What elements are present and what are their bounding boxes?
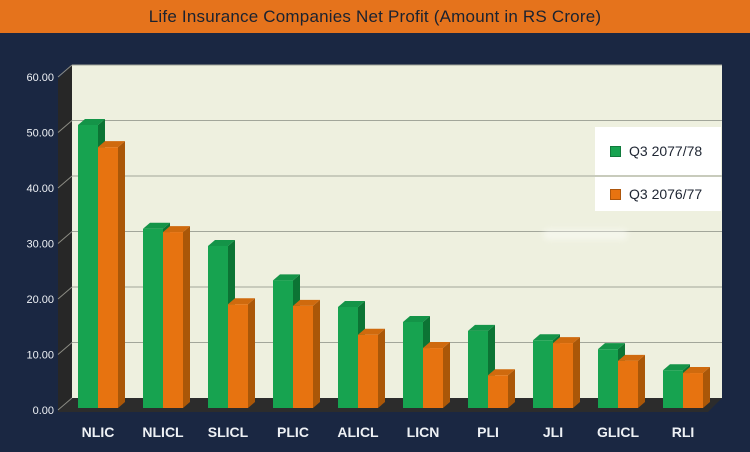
- bar-Q3-2076-77-PLI: [488, 375, 508, 408]
- bar-Q3-2076-77-RLI-top: [683, 367, 710, 374]
- axis-tick: [57, 175, 73, 189]
- chart-title: Life Insurance Companies Net Profit (Amo…: [148, 6, 602, 26]
- bar-Q3-2076-77-GLICL-top: [618, 354, 645, 361]
- bar-Q3-2076-77-ALICL-side: [378, 328, 385, 408]
- watermark: [543, 229, 628, 240]
- bar-Q3-2076-77-LICN: [423, 348, 443, 408]
- bar-Q3-2076-77-LICN-side: [443, 342, 450, 408]
- bar-Q3-2076-77-SLICL: [228, 304, 248, 408]
- bar-Q3-2077-78-JLI: [533, 340, 553, 408]
- bar-Q3-2076-77-NLIC-side: [118, 141, 125, 408]
- bar-Q3-2076-77-PLIC: [293, 305, 313, 408]
- bar-Q3-2076-77-GLICL: [618, 360, 638, 408]
- bar-Q3-2077-78-RLI-top: [663, 364, 690, 371]
- y-axis-label: 10.00: [26, 350, 54, 362]
- bar-Q3-2076-77-NLICL: [163, 232, 183, 408]
- bar-Q3-2076-77-PLIC-side: [313, 299, 320, 408]
- axis-tick: [57, 231, 73, 244]
- bar-Q3-2077-78-PLI-top: [468, 324, 495, 331]
- bar-Q3-2077-78-SLICL: [208, 245, 228, 408]
- bar-Q3-2076-77-RLI-side: [703, 367, 710, 408]
- x-axis-label: PLIC: [277, 424, 309, 440]
- x-axis-label: PLI: [477, 424, 499, 440]
- legend-item-q3-2076-77: Q3 2076/77: [595, 177, 721, 211]
- bar-Q3-2076-77-PLI-side: [508, 369, 515, 408]
- bar-Q3-2077-78-GLICL-top: [598, 343, 625, 350]
- bar-Q3-2077-78-LICN-top: [403, 315, 430, 322]
- bar-Q3-2077-78-PLIC-top: [273, 274, 300, 281]
- x-axis-label: NLICL: [142, 424, 184, 440]
- axis-tick: [57, 397, 73, 411]
- bar-Q3-2077-78-RLI: [663, 370, 683, 408]
- bar-Q3-2076-77-NLICL-top: [163, 226, 190, 233]
- y-axis-label: 30.00: [26, 239, 54, 251]
- bar-Q3-2077-78-JLI-top: [533, 334, 560, 341]
- bar-Q3-2076-77-SLICL-top: [228, 298, 255, 305]
- bar-Q3-2076-77-JLI-top: [553, 337, 580, 344]
- legend-swatch-orange: [610, 188, 621, 200]
- y-axis-label: 40.00: [26, 183, 54, 195]
- bar-Q3-2077-78-ALICL-top: [338, 300, 365, 307]
- x-axis-label: GLICL: [597, 424, 639, 440]
- x-axis-label: ALICL: [337, 424, 379, 440]
- x-axis-label: JLI: [543, 424, 563, 440]
- bar-Q3-2076-77-NLICL-side: [183, 226, 190, 408]
- y-axis-label: 20.00: [26, 294, 54, 306]
- legend-label: Q3 2077/78: [629, 143, 703, 159]
- bar-Q3-2076-77-GLICL-side: [638, 354, 645, 408]
- bar-Q3-2077-78-SLICL-top: [208, 239, 235, 246]
- bar-Q3-2077-78-LICN: [403, 321, 423, 408]
- bar-Q3-2076-77-JLI: [553, 343, 573, 408]
- x-axis-label: NLIC: [82, 424, 115, 440]
- bar-Q3-2076-77-RLI: [683, 373, 703, 408]
- axis-tick: [57, 64, 73, 78]
- bar-Q3-2077-78-PLI: [468, 330, 488, 408]
- x-axis-label: RLI: [672, 424, 695, 440]
- bar-Q3-2077-78-NLIC: [78, 124, 98, 408]
- axis-tick: [57, 286, 73, 300]
- bar-Q3-2076-77-ALICL-top: [358, 328, 385, 335]
- bar-Q3-2077-78-ALICL: [338, 306, 358, 408]
- bar-Q3-2076-77-ALICL: [358, 334, 378, 408]
- bar-Q3-2076-77-NLIC-top: [98, 141, 125, 148]
- plot-side-wall: [58, 65, 72, 412]
- bar-Q3-2076-77-NLIC: [98, 147, 118, 408]
- y-axis-label: 50.00: [26, 128, 54, 140]
- legend-label: Q3 2076/77: [629, 186, 703, 202]
- bar-Q3-2076-77-PLI-top: [488, 369, 515, 376]
- legend-swatch-green: [610, 145, 621, 157]
- bar-Q3-2077-78-GLICL: [598, 349, 618, 408]
- bar-Q3-2077-78-NLICL-top: [143, 222, 170, 229]
- chart-title-bar: Life Insurance Companies Net Profit (Amo…: [0, 0, 750, 33]
- bar-Q3-2077-78-PLIC: [273, 280, 293, 408]
- y-axis-label: 60.00: [26, 72, 54, 84]
- axis-tick: [57, 342, 73, 355]
- bar-Q3-2077-78-NLIC-top: [78, 118, 105, 125]
- bar-Q3-2076-77-LICN-top: [423, 342, 450, 349]
- x-axis-label: LICN: [407, 424, 440, 440]
- bar-Q3-2076-77-SLICL-side: [248, 298, 255, 408]
- bar-Q3-2077-78-NLICL: [143, 228, 163, 408]
- bar-Q3-2076-77-JLI-side: [573, 337, 580, 408]
- axis-tick: [57, 120, 73, 133]
- bar-Q3-2076-77-PLIC-top: [293, 299, 320, 306]
- y-axis-label: 0.00: [33, 405, 54, 417]
- legend-item-q3-2077-78: Q3 2077/78: [595, 127, 721, 175]
- x-axis-label: SLICL: [208, 424, 249, 440]
